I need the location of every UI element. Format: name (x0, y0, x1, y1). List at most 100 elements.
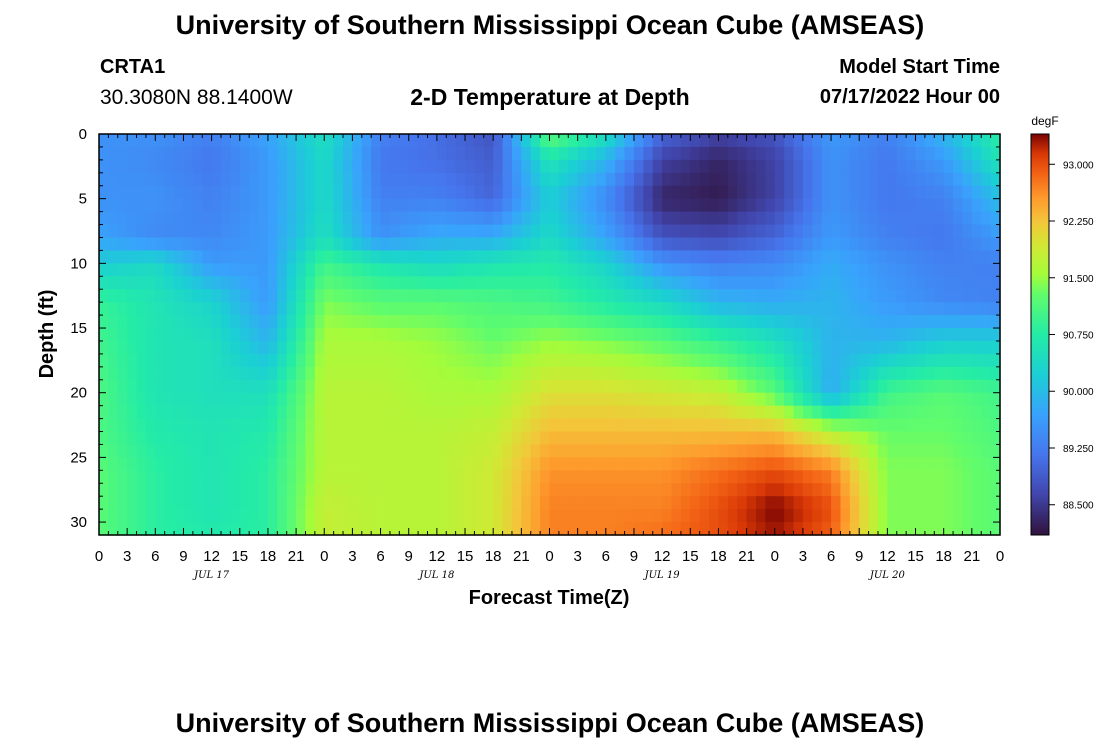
heatmap-cell (971, 198, 982, 213)
heatmap-cell (558, 134, 569, 148)
heatmap-cell (474, 315, 485, 329)
heatmap-cell (840, 431, 851, 446)
heatmap-cell (737, 315, 748, 329)
heatmap-cell (380, 328, 391, 342)
heatmap-cell (727, 418, 738, 433)
heatmap-cell (746, 470, 757, 484)
heatmap-cell (699, 483, 710, 497)
chart-title: 2-D Temperature at Depth (410, 84, 690, 110)
heatmap-cell (408, 353, 419, 368)
heatmap-cell (953, 457, 964, 471)
heatmap-cell (371, 340, 382, 355)
heatmap-cell (802, 185, 813, 200)
heatmap-cell (990, 496, 1001, 510)
heatmap-cell (737, 496, 748, 510)
heatmap-cell (652, 457, 663, 471)
heatmap-cell (333, 315, 344, 329)
heatmap-cell (389, 418, 400, 433)
heatmap-cell (727, 496, 738, 510)
heatmap-cell (887, 431, 898, 446)
heatmap-cell (840, 392, 851, 407)
heatmap-cell (221, 211, 231, 226)
heatmap-cell (737, 379, 748, 394)
heatmap-cell (831, 431, 842, 446)
heatmap-cell (793, 263, 804, 277)
heatmap-cell (493, 470, 504, 484)
heatmap-cell (267, 211, 278, 226)
heatmap-cell (155, 366, 166, 381)
heatmap-cell (680, 134, 691, 148)
heatmap-cell (221, 198, 231, 213)
heatmap-cell (924, 457, 935, 471)
heatmap-cell (127, 146, 138, 161)
heatmap-cell (511, 289, 522, 303)
heatmap-cell (774, 353, 785, 368)
heatmap-cell (596, 366, 607, 381)
heatmap-cell (211, 302, 222, 316)
heatmap-cell (305, 146, 316, 161)
heatmap-cell (896, 522, 907, 536)
heatmap-cell (699, 198, 710, 213)
heatmap-cell (765, 444, 776, 458)
heatmap-cell (605, 418, 616, 433)
heatmap-cell (849, 496, 860, 510)
heatmap-cell (690, 522, 701, 536)
heatmap-cell (230, 328, 241, 342)
heatmap-cell (671, 431, 682, 446)
heatmap-cell (99, 224, 109, 239)
heatmap-cell (962, 146, 973, 161)
heatmap-cell (737, 134, 748, 148)
page-title: University of Southern Mississippi Ocean… (175, 10, 925, 40)
heatmap-cell (352, 276, 363, 290)
heatmap-cell (990, 522, 1001, 536)
heatmap-cell (249, 457, 260, 471)
heatmap-cell (662, 237, 673, 252)
heatmap-cell (267, 172, 278, 187)
heatmap-cell (455, 366, 466, 381)
heatmap-cell (877, 418, 888, 433)
heatmap-cell (521, 392, 532, 407)
heatmap-cell (615, 289, 626, 303)
heatmap-cell (558, 146, 569, 161)
heatmap-cell (436, 418, 447, 433)
heatmap-cell (990, 276, 1001, 290)
heatmap-cell (652, 315, 663, 329)
heatmap-cell (699, 418, 710, 433)
heatmap-cell (408, 185, 419, 200)
heatmap-cell (483, 483, 494, 497)
heatmap-cell (755, 250, 766, 264)
heatmap-cell (680, 146, 691, 161)
heatmap-cell (99, 302, 109, 316)
heatmap-cell (568, 159, 579, 174)
heatmap-cell (352, 457, 363, 471)
heatmap-cell (605, 470, 616, 484)
heatmap-cell (155, 431, 166, 446)
heatmap-cell (474, 134, 485, 148)
heatmap-cell (577, 302, 588, 316)
heatmap-cell (709, 379, 720, 394)
heatmap-cell (906, 470, 917, 484)
heatmap-cell (314, 211, 325, 226)
heatmap-cell (943, 405, 954, 420)
heatmap-cell (558, 224, 569, 239)
heatmap-cell (896, 237, 907, 252)
heatmap-cell (352, 315, 363, 329)
heatmap-cell (784, 405, 795, 420)
heatmap-cell (990, 146, 1001, 161)
heatmap-cell (540, 224, 551, 239)
heatmap-cell (183, 457, 194, 471)
heatmap-cell (530, 405, 541, 420)
heatmap-cell (145, 172, 156, 187)
heatmap-cell (305, 366, 316, 381)
heatmap-cell (812, 483, 823, 497)
heatmap-cell (643, 379, 654, 394)
heatmap-cell (399, 496, 410, 510)
heatmap-cell (859, 159, 870, 174)
heatmap-cell (840, 457, 851, 471)
heatmap-cell (859, 250, 870, 264)
heatmap-cell (784, 340, 795, 355)
heatmap-cell (99, 250, 109, 264)
heatmap-cell (943, 496, 954, 510)
heatmap-cell (202, 522, 213, 536)
heatmap-cell (446, 431, 457, 446)
